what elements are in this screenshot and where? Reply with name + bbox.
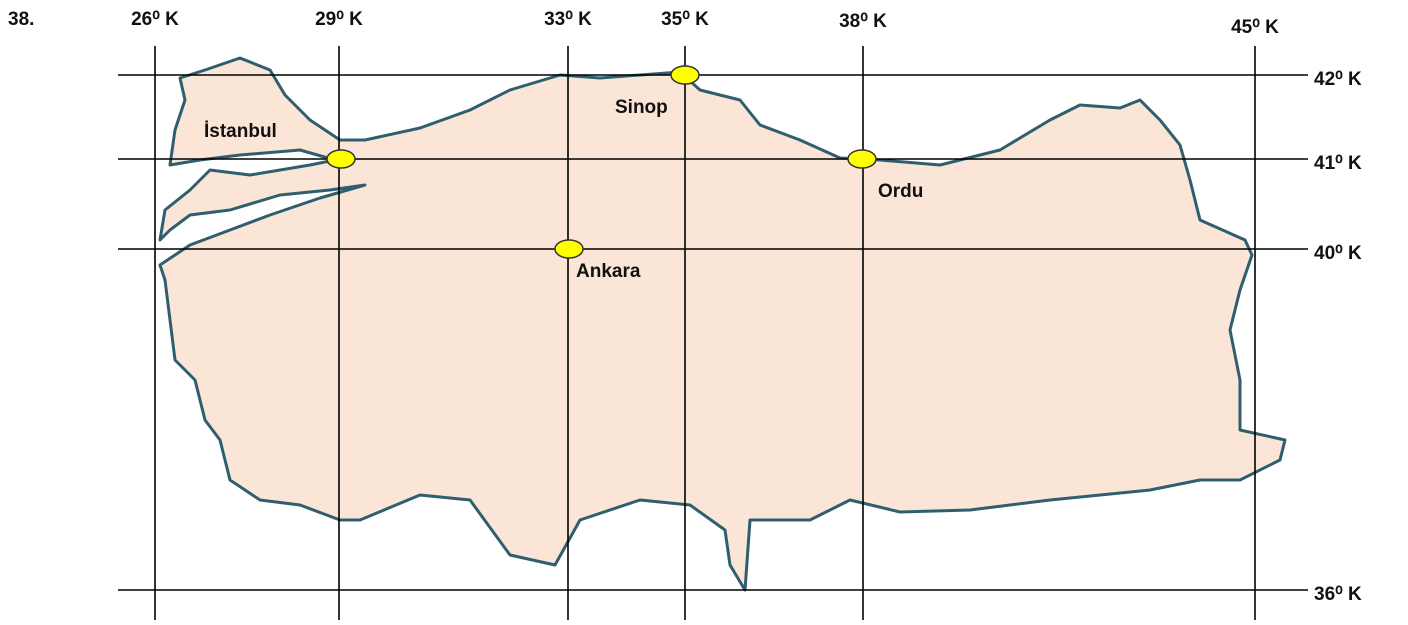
- longitude-label: 45⁰ K: [1231, 17, 1279, 38]
- longitude-label: 29⁰ K: [315, 9, 363, 30]
- latitude-label: 36⁰ K: [1314, 584, 1362, 605]
- longitude-label: 33⁰ K: [544, 9, 592, 30]
- longitude-label: 26⁰ K: [131, 9, 179, 30]
- latitude-label: 42⁰ K: [1314, 69, 1362, 90]
- latitude-label: 41⁰ K: [1314, 153, 1362, 174]
- country-outline: [158, 56, 1287, 592]
- city-label: Sinop: [615, 97, 668, 118]
- longitude-label: 35⁰ K: [661, 9, 709, 30]
- city-marker: [847, 149, 877, 169]
- city-marker: [326, 149, 356, 169]
- city-marker: [554, 239, 584, 259]
- city-label: Ordu: [878, 181, 923, 202]
- city-label: İstanbul: [204, 121, 277, 142]
- longitude-label: 38⁰ K: [839, 11, 887, 32]
- city-marker: [670, 65, 700, 85]
- city-label: Ankara: [576, 261, 641, 282]
- question-number: 38.: [8, 9, 34, 30]
- latitude-label: 40⁰ K: [1314, 243, 1362, 264]
